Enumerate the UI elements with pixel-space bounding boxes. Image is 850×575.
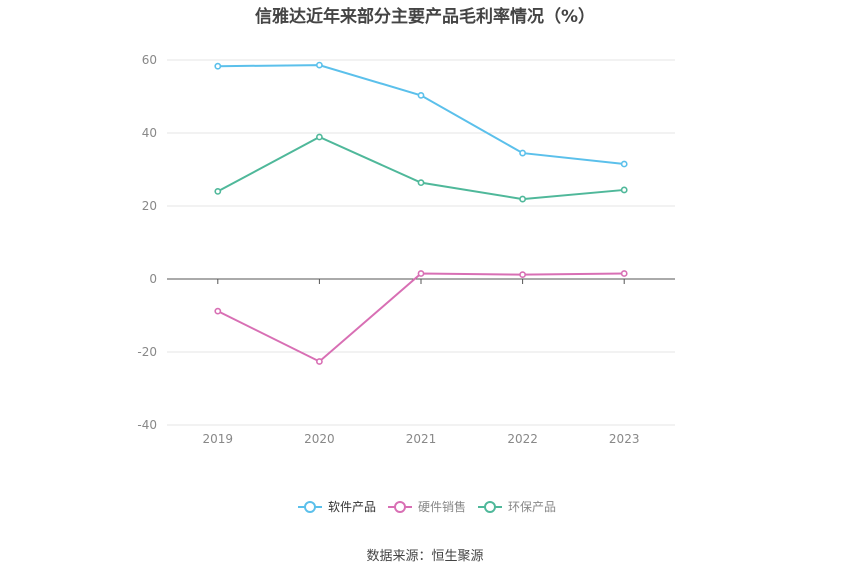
y-tick-label: 0 [149, 272, 157, 286]
data-point[interactable] [620, 186, 628, 194]
legend-item-2[interactable]: 硬件销售 [388, 499, 466, 514]
legend-item-1[interactable]: 软件产品 [298, 500, 376, 514]
data-point[interactable] [315, 358, 323, 365]
x-axis: 2019 2020 2021 2022 2023 [203, 279, 640, 446]
y-tick-label: 60 [142, 53, 157, 67]
y-axis: -40 -20 0 20 40 60 [137, 53, 157, 432]
data-point[interactable] [620, 270, 628, 277]
y-tick-label: -20 [137, 345, 157, 359]
legend-label: 环保产品 [508, 500, 556, 514]
legend-marker-icon [484, 501, 496, 513]
data-point[interactable] [620, 160, 628, 168]
legend-label: 硬件销售 [418, 499, 466, 514]
x-tick-label: 2019 [203, 432, 234, 446]
grid-lines [167, 59, 675, 426]
data-point[interactable] [214, 307, 222, 315]
legend-label: 软件产品 [328, 500, 376, 514]
series-line-3 [217, 135, 625, 201]
series-line-2 [217, 272, 625, 363]
data-point[interactable] [519, 195, 526, 203]
legend-marker-icon [394, 501, 406, 513]
chart-title: 信雅达近年来部分主要产品毛利率情况（%） [254, 7, 596, 27]
y-tick-label: 20 [142, 199, 157, 213]
data-point[interactable] [214, 62, 222, 70]
legend-item-3[interactable]: 环保产品 [478, 500, 556, 514]
data-point[interactable] [417, 270, 425, 277]
y-tick-label: 40 [142, 126, 157, 140]
data-point[interactable] [519, 271, 526, 279]
series-group [214, 61, 628, 365]
x-tick-label: 2021 [406, 432, 437, 446]
x-tick-label: 2023 [609, 432, 640, 446]
legend-marker-icon [304, 501, 316, 513]
data-point[interactable] [214, 187, 222, 195]
legend: 软件产品 硬件销售 环保产品 [298, 499, 556, 514]
y-tick-label: -40 [137, 418, 157, 432]
x-tick-label: 2020 [304, 432, 335, 446]
series-line-1 [217, 64, 625, 166]
source-note: 数据来源：恒生聚源 [366, 549, 484, 564]
line-chart: -40 -20 0 20 40 60 2019 2020 2021 2022 2023 软件产品 硬… [137, 53, 675, 514]
data-point[interactable] [315, 133, 323, 141]
data-point[interactable] [417, 179, 425, 187]
data-point[interactable] [519, 149, 526, 157]
data-point[interactable] [315, 61, 323, 69]
data-point[interactable] [417, 92, 425, 99]
x-tick-label: 2022 [507, 432, 538, 446]
